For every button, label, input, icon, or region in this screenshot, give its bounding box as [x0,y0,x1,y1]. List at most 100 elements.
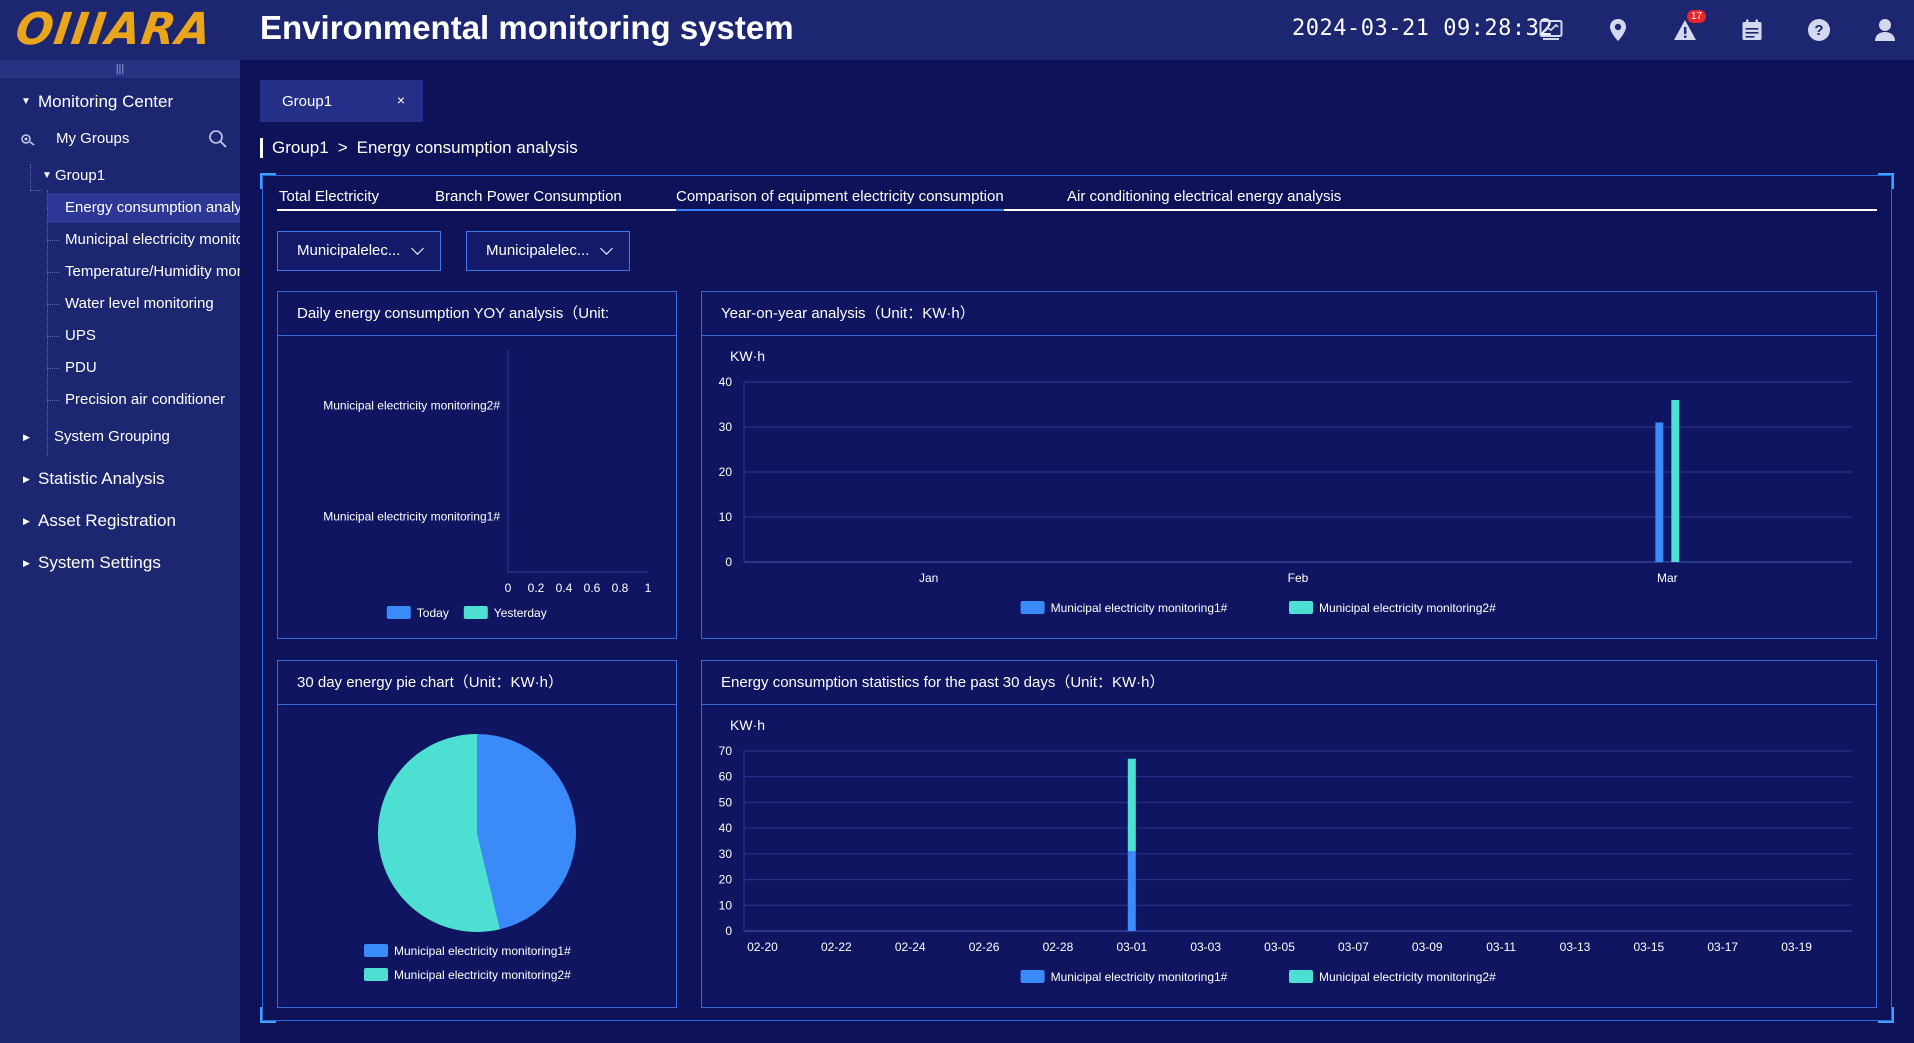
search-icon[interactable] [208,129,228,149]
calendar-icon[interactable] [1738,16,1766,44]
sidebar-subitem-energy-consumption[interactable]: Energy consumption analysis [48,193,240,223]
x-tick-label: 03-17 [1707,940,1738,954]
subtab-total-electricity[interactable]: Total Electricity [279,188,380,205]
x-tick-label: 0.6 [584,581,601,595]
alert-icon[interactable]: 17 [1671,10,1707,44]
legend-label: Today [417,606,449,620]
x-tick-label: Mar [1657,571,1678,585]
chevron-down-icon [600,242,613,255]
sidebar-item-label: Group1 [55,167,106,184]
user-icon[interactable] [1871,16,1899,44]
close-icon[interactable]: × [396,92,405,108]
device-select-1[interactable]: Municipalelec... [277,231,441,271]
legend-swatch [1289,970,1313,983]
panel-title: Energy consumption statistics for the pa… [702,661,1876,705]
tree-connector [47,336,59,337]
y-tick-label: 70 [719,744,733,758]
select-value: Municipalelec... [486,242,590,259]
x-tick-label: 03-13 [1560,940,1591,954]
x-tick-label: 03-09 [1412,940,1443,954]
y-tick-label: 40 [719,375,733,389]
legend-label: Municipal electricity monitoring2# [1319,970,1496,984]
legend-swatch [1289,601,1313,614]
frame-corner [1878,173,1894,189]
breadcrumb-separator: > [337,138,348,157]
alert-count-badge: 17 [1687,10,1707,23]
sidebar-item-label: Statistic Analysis [38,469,165,488]
legend-label: Municipal electricity monitoring2# [394,968,571,982]
data-bar [1127,851,1136,931]
y-tick-label: 0 [725,555,732,569]
x-tick-label: 03-19 [1781,940,1812,954]
sidebar-item-group1[interactable]: ▼ Group1 [0,165,240,187]
content-frame [262,175,1892,1021]
tree-connector [47,400,59,401]
x-tick-label: 03-11 [1486,940,1516,954]
data-bar [1655,422,1664,562]
group-settings-icon [21,134,35,146]
panel-title: Year-on-year analysis（Unit：KW·h） [702,292,1876,336]
help-icon[interactable]: ? [1805,16,1833,44]
subtab-equipment-comparison[interactable]: Comparison of equipment electricity cons… [676,188,1004,211]
yoy-chart: KW·h 0 10 20 30 40 Jan Feb Mar Municipal electric… [719,348,1852,615]
chevron-down-icon [411,242,424,255]
y-tick-label: 60 [719,770,733,784]
panel-title: Daily energy consumption YOY analysis（Un… [278,292,676,336]
sidebar-subitem-municipal-electricity[interactable]: Municipal electricity monitoring [65,231,240,248]
legend-label: Municipal electricity monitoring1# [1051,970,1228,984]
panel-title: 30 day energy pie chart（Unit：KW·h） [278,661,676,705]
panel-year-on-year: Year-on-year analysis（Unit：KW·h） KW·h 0 10… [701,291,1877,639]
open-tab-group1[interactable]: Group1 × [260,80,423,122]
location-pin-icon[interactable] [1604,16,1632,44]
caret-down-icon: ▼ [42,170,52,181]
category-label: Municipal electricity monitoring1# [323,510,500,524]
sidebar-item-asset-registration[interactable]: ▶ Asset Registration [0,509,240,533]
sidebar-item-label: Monitoring Center [38,92,174,111]
y-tick-label: 40 [719,821,733,835]
tree-connector [30,164,31,190]
tree-connector [47,368,59,369]
current-datetime: 2024-03-21 09:28:32 [1292,16,1554,41]
frame-corner [1878,1007,1894,1023]
x-tick-label: 0.4 [556,581,573,595]
sidebar-subitem-precision-ac[interactable]: Precision air conditioner [65,391,226,408]
legend-swatch [1020,970,1045,983]
sidebar-subitem-water-level[interactable]: Water level monitoring [65,295,214,312]
data-bar [1671,400,1680,562]
panel-30day-stats: Energy consumption statistics for the pa… [701,660,1877,1008]
panel-daily-yoy: Daily energy consumption YOY analysis（Un… [277,291,677,639]
y-axis-unit-label: KW·h [730,717,765,733]
breadcrumb-parent[interactable]: Group1 [272,138,329,157]
breadcrumb-current: Energy consumption analysis [356,138,578,157]
dashboard-icon[interactable] [1537,16,1565,44]
sidebar-item-statistic-analysis[interactable]: ▶ Statistic Analysis [0,467,240,491]
device-select-2[interactable]: Municipalelec... [466,231,630,271]
sidebar-subitem-ups[interactable]: UPS [65,327,96,344]
sidebar-item-system-settings[interactable]: ▶ System Settings [0,551,240,575]
y-tick-label: 20 [719,873,733,887]
x-tick-label: 02-20 [747,940,778,954]
sidebar-item-system-grouping[interactable]: ▶ System Grouping [0,426,240,448]
x-tick-label: Feb [1288,571,1309,585]
app-title: Environmental monitoring system [260,9,794,46]
pie-slice [377,734,500,932]
subtab-branch-power[interactable]: Branch Power Consumption [435,188,622,205]
sidebar-collapse-handle[interactable]: ||| [0,60,240,78]
sidebar-item-my-groups[interactable]: My Groups [0,128,240,150]
legend-swatch [364,968,388,981]
x-tick-label: 1 [645,581,652,595]
sidebar-subitem-temperature-humidity[interactable]: Temperature/Humidity monitoring [65,263,240,280]
y-tick-label: 20 [719,465,733,479]
x-tick-label: 0 [505,581,512,595]
sidebar-item-label: System Grouping [54,428,170,445]
caret-right-icon: ▶ [23,432,30,442]
legend-label: Yesterday [494,606,547,620]
subtab-bar: Total Electricity Branch Power Consumpti… [277,185,1877,211]
subtab-air-conditioning[interactable]: Air conditioning electrical energy analy… [1067,188,1342,205]
sidebar-item-monitoring-center[interactable]: ▼ Monitoring Center [0,90,240,114]
frame-corner [260,1007,276,1023]
sidebar-subitem-pdu[interactable]: PDU [65,359,97,376]
legend-label: Municipal electricity monitoring2# [1319,601,1496,615]
brand-logo: OIIIARA [12,4,216,55]
top-header: OIIIARA Environmental monitoring system … [0,0,1914,60]
